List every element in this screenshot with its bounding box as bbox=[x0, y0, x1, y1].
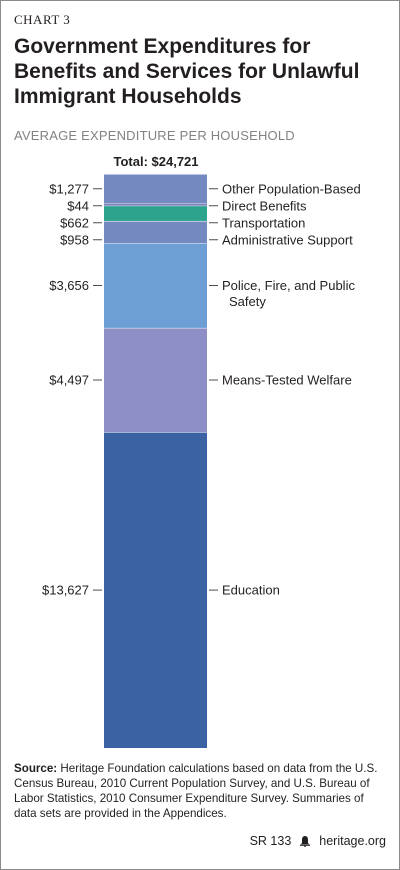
bar-segment-police-fire-and-public-safety bbox=[104, 243, 207, 328]
value-label-means-tested-welfare: $4,497 bbox=[49, 373, 89, 388]
category-label-transportation: Transportation bbox=[222, 215, 305, 230]
stacked-bar-chart: Total: $24,721 $13,627 $4,497 $3,656 $958 $6… bbox=[42, 154, 361, 748]
footer: SR 133 heritage.org bbox=[250, 834, 386, 848]
bar-segment-administrative-support bbox=[104, 220, 207, 244]
value-label-education: $13,627 bbox=[42, 583, 89, 598]
bar-segment-other-population-based bbox=[104, 174, 207, 204]
chart-number: CHART 3 bbox=[14, 12, 71, 27]
bar-stack bbox=[104, 173, 207, 748]
category-label-police-fire-and-public-safety: Safety bbox=[229, 294, 266, 309]
value-label-police-fire-and-public-safety: $3,656 bbox=[49, 278, 89, 293]
category-label-education: Education bbox=[222, 583, 280, 598]
bell-icon bbox=[300, 836, 311, 847]
bar-segment-education bbox=[104, 432, 207, 748]
site-link[interactable]: heritage.org bbox=[319, 834, 386, 848]
category-label-direct-benefits: Direct Benefits bbox=[222, 198, 307, 213]
category-label-means-tested-welfare: Means-Tested Welfare bbox=[222, 373, 352, 388]
total-label: Total: $24,721 bbox=[113, 154, 198, 169]
category-label-other-population-based: Other Population-Based bbox=[222, 181, 361, 196]
chart-subtitle: AVERAGE EXPENDITURE PER HOUSEHOLD bbox=[14, 128, 295, 143]
chart-title: Government Expenditures for Benefits and… bbox=[14, 35, 360, 108]
value-label-transportation: $662 bbox=[60, 215, 89, 230]
value-label-administrative-support: $958 bbox=[60, 232, 89, 247]
source-label: Source: bbox=[14, 762, 58, 775]
category-label-police-fire-and-public-safety: Police, Fire, and Public bbox=[222, 278, 355, 293]
value-labels: $13,627 $4,497 $3,656 $958 $662 $44 $1,277 bbox=[42, 181, 102, 598]
bar-segment-means-tested-welfare bbox=[104, 327, 207, 433]
category-labels: Education Means-Tested Welfare Police, Fir… bbox=[209, 181, 361, 598]
value-label-direct-benefits: $44 bbox=[67, 198, 89, 213]
bar-segment-direct-benefits bbox=[104, 203, 207, 206]
category-label-administrative-support: Administrative Support bbox=[222, 232, 353, 247]
value-label-other-population-based: $1,277 bbox=[49, 181, 89, 196]
bar-segment-transportation bbox=[104, 205, 207, 221]
report-id: SR 133 bbox=[249, 834, 292, 848]
source-note: Source: Heritage Foundation calculations… bbox=[14, 761, 388, 821]
source-text: Heritage Foundation calculations based o… bbox=[14, 762, 378, 820]
